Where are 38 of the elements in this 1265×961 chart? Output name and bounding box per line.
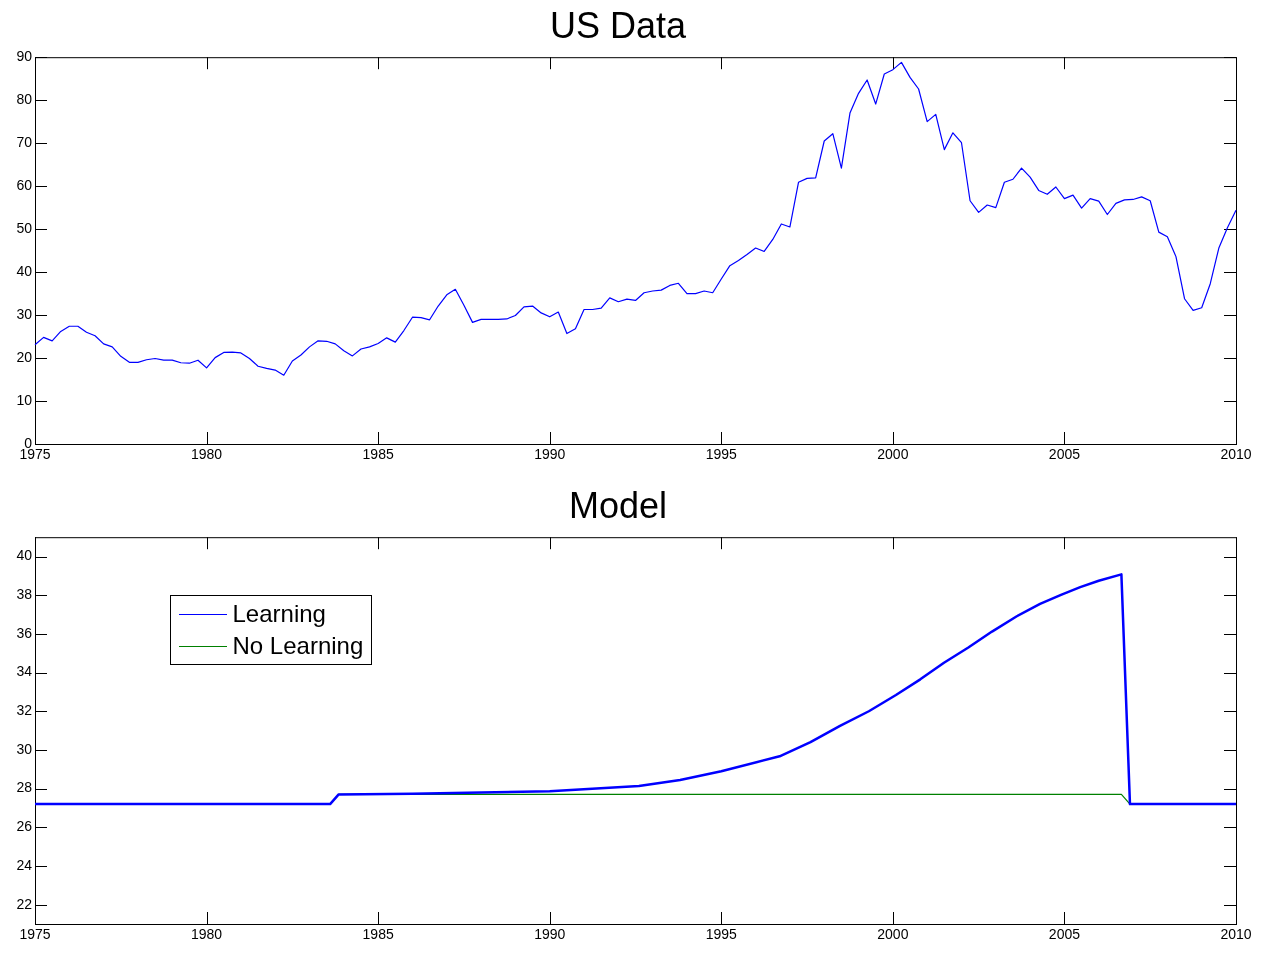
legend-label: Learning xyxy=(232,599,326,630)
y-tick-label: 80 xyxy=(16,91,33,108)
y-tick-label: 40 xyxy=(16,547,33,564)
x-tick-label: 1990 xyxy=(534,926,566,943)
x-tick-label: 2000 xyxy=(877,446,909,463)
legend-label: No Learning xyxy=(232,631,364,662)
y-tick-label: 26 xyxy=(16,818,33,835)
y-tick-label: 20 xyxy=(16,348,33,365)
y-tick-label: 70 xyxy=(16,134,33,151)
y-tick-label: 32 xyxy=(16,702,33,719)
x-tick-label: 1985 xyxy=(362,446,394,463)
x-tick-label: 1995 xyxy=(705,926,738,943)
y-tick-label: 50 xyxy=(16,219,33,236)
x-tick-label: 1995 xyxy=(705,446,738,463)
y-tick-label: 90 xyxy=(16,48,33,65)
x-tick-label: 2005 xyxy=(1048,446,1081,463)
x-tick-label: 1985 xyxy=(362,926,394,943)
y-tick-label: 22 xyxy=(16,895,33,912)
y-tick-label: 34 xyxy=(16,663,33,680)
y-tick-label: 40 xyxy=(16,262,33,279)
x-tick-label: 2005 xyxy=(1048,926,1081,943)
chart-title: Model xyxy=(568,484,668,526)
x-tick-label: 1975 xyxy=(19,926,51,943)
y-tick-label: 10 xyxy=(16,391,33,408)
x-tick-label: 1990 xyxy=(534,446,566,463)
x-tick-label: 2000 xyxy=(877,926,909,943)
y-tick-label: 24 xyxy=(16,856,33,873)
y-tick-label: 30 xyxy=(16,305,33,322)
y-tick-label: 30 xyxy=(16,740,33,757)
y-tick-label: 60 xyxy=(16,176,33,193)
x-tick-label: 2010 xyxy=(1220,446,1252,463)
x-tick-label: 2010 xyxy=(1220,926,1252,943)
y-tick-label: 38 xyxy=(16,586,33,603)
y-tick-label: 28 xyxy=(16,779,33,796)
x-tick-label: 1980 xyxy=(190,446,223,463)
y-tick-label: 36 xyxy=(16,624,33,641)
x-tick-label: 1980 xyxy=(190,926,223,943)
chart-title: US Data xyxy=(549,4,687,46)
